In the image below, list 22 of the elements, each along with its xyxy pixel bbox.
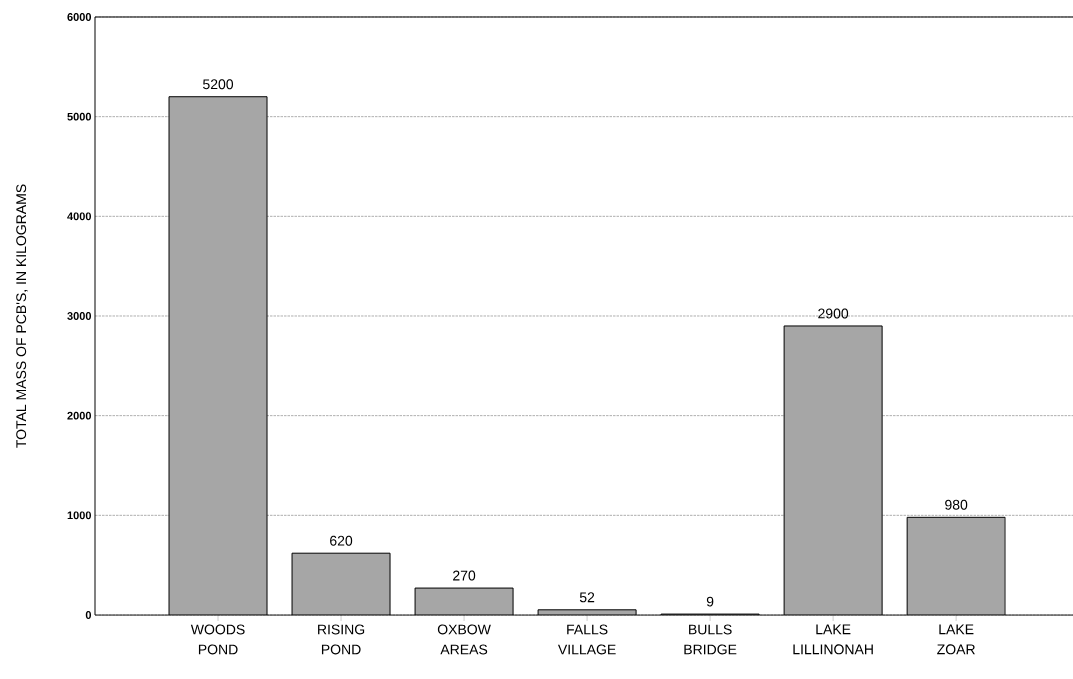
data-label: 5200	[203, 79, 234, 90]
data-label: 270	[453, 570, 476, 581]
y-tick-label: 4000	[67, 212, 92, 221]
x-tick-label: LAKE LILLINONAH	[793, 624, 873, 655]
y-tick-label: 5000	[67, 112, 92, 121]
y-tick-label: 3000	[67, 312, 92, 320]
data-label: 2900	[818, 308, 849, 319]
y-tick-label: 0	[85, 611, 92, 619]
y-tick-label: 2000	[67, 411, 92, 420]
y-axis-title: TOTAL MASS OF PCB'S, IN KILOGRAMS	[16, 184, 28, 448]
x-tick-label: OXBOW AREAS	[437, 624, 491, 655]
x-tick-label: WOODS POND	[190, 624, 245, 655]
y-tick-label: 6000	[67, 13, 92, 21]
x-tick-label: LAKE ZOAR	[937, 624, 975, 655]
data-label: 980	[945, 499, 968, 510]
y-tick-label: 1000	[67, 511, 92, 520]
data-label: 620	[330, 535, 353, 546]
data-label: 9	[706, 596, 714, 607]
data-label: 52	[579, 592, 595, 603]
x-tick-label: BULLS BRIDGE	[684, 624, 737, 655]
x-tick-label: RISING POND	[318, 624, 365, 655]
x-tick-label: FALLS VILLAGE	[557, 624, 616, 655]
